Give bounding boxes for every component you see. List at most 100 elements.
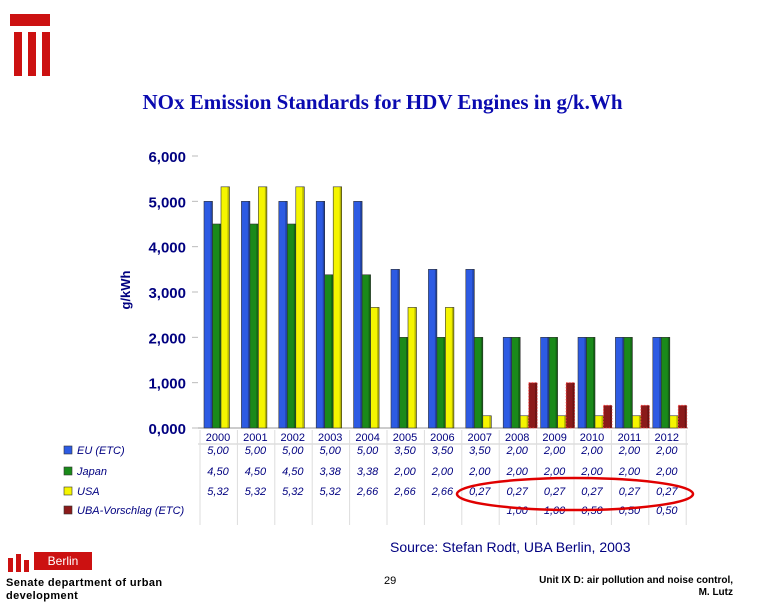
decor-bar-3 <box>42 32 50 76</box>
data-label: 2,00 <box>431 466 454 478</box>
data-label: 2,00 <box>505 466 528 478</box>
data-label: 2,66 <box>431 486 454 498</box>
footer-unit-line1: Unit IX D: air pollution and noise contr… <box>539 575 733 586</box>
data-label: 3,50 <box>432 445 454 457</box>
y-tick-label: 4,000 <box>148 240 186 257</box>
x-tick-label: 2000 <box>206 432 230 444</box>
y-tick-label: 5,000 <box>148 194 186 211</box>
data-label: 2,00 <box>543 445 566 457</box>
bar-shade <box>667 337 670 428</box>
x-tick-label: 2007 <box>468 432 492 444</box>
legend-swatch <box>63 486 73 496</box>
data-label: 5,32 <box>245 486 266 498</box>
bar-shade <box>509 337 512 428</box>
bar-shade <box>264 186 267 428</box>
data-label: 5,00 <box>357 445 379 457</box>
data-label: 2,00 <box>618 445 641 457</box>
data-label: 3,38 <box>319 466 341 478</box>
y-axis-label: g/kWh <box>118 270 133 309</box>
x-tick-label: 2005 <box>393 432 417 444</box>
data-label: 0,27 <box>544 486 566 498</box>
data-label: 0,27 <box>656 486 678 498</box>
data-label: 3,38 <box>357 466 379 478</box>
x-tick-label: 2006 <box>430 432 454 444</box>
bar-2-5 <box>407 307 417 429</box>
data-label: 0,27 <box>469 486 491 498</box>
legend-swatch <box>63 466 73 476</box>
data-label: 2,00 <box>580 466 603 478</box>
bar-shade <box>210 201 213 428</box>
bar-shade <box>414 307 417 428</box>
bar-shade <box>302 186 305 428</box>
bar-shade <box>518 337 521 428</box>
bar-1-9 <box>548 337 558 429</box>
bar-shade <box>256 224 259 428</box>
bar-shade <box>659 337 662 428</box>
y-tick-label: 2,000 <box>148 330 186 347</box>
bar-shade <box>601 415 604 428</box>
data-label: 2,00 <box>505 445 528 457</box>
bar-shade <box>593 337 595 428</box>
bar-shade <box>443 337 446 428</box>
data-label: 2,00 <box>655 445 678 457</box>
bar-shade <box>227 186 230 428</box>
bar-2-3 <box>332 186 343 429</box>
bar-1-11 <box>623 337 633 429</box>
legend-swatch <box>63 445 73 455</box>
x-tick-label: 2010 <box>580 432 604 444</box>
berlin-logo-text: Berlin <box>34 552 92 570</box>
bar-3-11 <box>640 404 650 429</box>
y-tick-label: 6,000 <box>148 149 186 166</box>
data-label: 2,66 <box>356 486 379 498</box>
legend-label: USA <box>77 486 100 498</box>
bar-shade <box>331 274 334 428</box>
data-label: 2,00 <box>393 466 416 478</box>
bar-2-7 <box>482 415 492 429</box>
bar-2-1 <box>258 186 268 429</box>
data-label: 4,50 <box>245 466 267 478</box>
chart-title: NOx Emission Standards for HDV Engines i… <box>142 90 623 114</box>
bar-shade <box>489 415 492 428</box>
bar-shade <box>584 337 587 428</box>
bar-shade <box>572 382 575 428</box>
decor-bar-2 <box>28 32 36 76</box>
data-label: 4,50 <box>207 466 229 478</box>
bar-shade <box>339 186 342 428</box>
x-tick-label: 2001 <box>243 432 267 444</box>
data-label: 0,27 <box>506 486 528 498</box>
decor-red-square <box>10 14 50 26</box>
bar-shade <box>472 269 475 428</box>
bar-shade <box>451 307 454 428</box>
bar-shade <box>676 415 679 428</box>
data-label: 5,32 <box>207 486 228 498</box>
page-number: 29 <box>384 575 397 587</box>
footer-unit: Unit IX D: air pollution and noise contr… <box>433 575 733 599</box>
bar-3-10 <box>603 404 613 429</box>
bar-3-9 <box>565 382 575 429</box>
bar-shade <box>610 405 612 428</box>
bar-shade <box>434 269 437 428</box>
bar-2-0 <box>220 186 230 429</box>
bar-shade <box>647 405 650 428</box>
data-label: 0,27 <box>581 486 603 498</box>
highlight-ellipse <box>455 476 695 512</box>
x-tick-label: 2012 <box>655 432 679 444</box>
bar-shade <box>293 224 296 428</box>
bar-1-10 <box>586 337 596 429</box>
data-label: 3,50 <box>469 445 491 457</box>
data-label: 5,00 <box>282 445 304 457</box>
data-label: 5,32 <box>282 486 303 498</box>
legend-swatch <box>63 505 73 515</box>
data-label: 4,50 <box>282 466 304 478</box>
bar-shade <box>684 405 687 428</box>
bar-1-8 <box>511 337 521 429</box>
footer-department: Senate department of urban development <box>6 577 163 602</box>
x-tick-label: 2002 <box>281 432 305 444</box>
x-tick-label: 2008 <box>505 432 529 444</box>
berlin-logo <box>8 552 94 574</box>
x-tick-label: 2004 <box>355 432 379 444</box>
bar-shade <box>526 415 529 428</box>
decor-bar-1 <box>14 32 22 76</box>
bar-shade <box>219 224 221 428</box>
